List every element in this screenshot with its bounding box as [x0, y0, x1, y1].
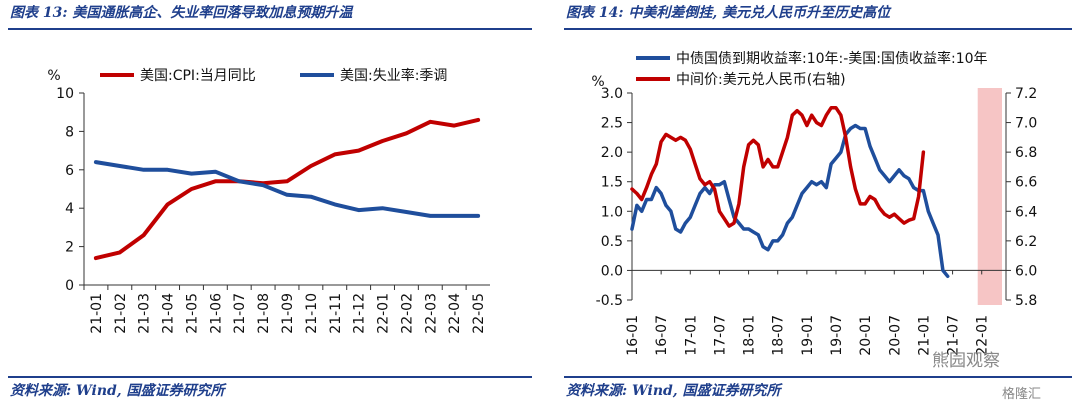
y-right-tick-label: 6.6 [1015, 175, 1037, 191]
y-left-tick-label: -0.5 [596, 293, 623, 309]
legend-label-1: 美国:CPI:当月同比 [140, 68, 256, 84]
x-tick-label: 19-01 [800, 315, 816, 356]
x-tick-label: 21-01 [89, 293, 105, 334]
x-tick-label: 17-07 [712, 315, 728, 356]
series-line-1 [93, 117, 481, 261]
chart-title: 图表 14: 中美利差倒挂, 美元兑人民币升至历史高位 [566, 5, 891, 21]
x-tick-label: 21-05 [184, 293, 200, 334]
x-tick-label: 21-04 [161, 293, 177, 334]
y-left-tick-label: 0.0 [601, 263, 623, 279]
y-left-tick-label: 0.5 [601, 234, 623, 250]
x-tick-label: 19-07 [829, 315, 845, 356]
x-tick-label: 21-01 [916, 315, 932, 356]
x-tick-label: 18-07 [771, 315, 787, 356]
x-tick-label: 21-08 [256, 293, 272, 334]
y-right-tick-label: 7.2 [1015, 86, 1037, 102]
y-left-tick-label: 2.5 [601, 116, 623, 132]
title-rule [564, 28, 1072, 30]
legend-label-1: 中债国债到期收益率:10年:-美国:国债收益率:10年 [676, 50, 988, 67]
x-tick-label: 21-11 [328, 293, 344, 334]
chart-panel-cpi-unemployment: 图表 13: 美国通胀高企、失业率回落导致加息预期升温 % 0 2 4 6 8 10 21-0… [8, 5, 532, 399]
chart-panel-yield-spread-usdcny: 图表 14: 中美利差倒挂, 美元兑人民币升至历史高位 % -0.5 0.0 0.5 1… [556, 0, 1080, 408]
y-right-tick-label: 6.4 [1015, 204, 1037, 220]
source-rule [8, 376, 532, 378]
y-right-tick-label: 6.0 [1015, 263, 1037, 279]
chart-title: 图表 13: 美国通胀高企、失业率回落导致加息预期升温 [10, 5, 353, 21]
x-tick-label: 22-02 [399, 293, 415, 334]
x-tick-label: 18-01 [742, 315, 758, 356]
y-left-tick-label: 1.0 [601, 204, 623, 220]
y-right-tick-label: 5.8 [1015, 293, 1037, 309]
x-tick-label: 20-07 [887, 315, 903, 356]
x-tick-label: 21-07 [946, 315, 962, 356]
x-tick-label: 16-01 [625, 315, 641, 356]
corner-logo-text: 格隆汇 [1002, 387, 1042, 402]
x-tick-label: 22-01 [975, 315, 991, 356]
y-tick-label: 0 [65, 278, 74, 294]
y-tick-label: 2 [65, 240, 74, 256]
y-left-tick-label: 1.5 [601, 175, 623, 191]
y-right-tick-label: 6.8 [1015, 145, 1037, 161]
y-tick-label: 4 [65, 201, 74, 217]
x-tick-label: 22-04 [447, 293, 463, 334]
line-chart-yield-spread-usdcny: % -0.5 0.0 0.5 1.0 1.5 2.0 2.5 3.0 5.8 6.0 6.2 6.4 6.… [591, 50, 1037, 356]
series-line-2 [93, 160, 481, 218]
x-tick-label: 21-10 [304, 293, 320, 334]
x-tick-label: 17-01 [683, 315, 699, 356]
x-tick-label: 21-07 [232, 293, 248, 334]
source-rule [564, 376, 1072, 378]
x-tick-label: 20-01 [858, 315, 874, 356]
y-right-tick-label: 6.2 [1015, 234, 1037, 250]
y-unit-label: % [47, 68, 60, 84]
y-tick-label: 6 [65, 163, 74, 179]
y-tick-label: 10 [56, 86, 74, 102]
x-tick-label: 21-06 [208, 293, 224, 334]
x-tick-label: 21-03 [137, 293, 153, 334]
legend-label-2: 中间价:美元兑人民币(右轴) [676, 72, 846, 88]
y-right-tick-label: 7.0 [1015, 116, 1037, 132]
source-note: 资料来源: Wind, 国盛证券研究所 [566, 383, 781, 399]
legend-label-2: 美国:失业率:季调 [340, 67, 447, 84]
series-line-1 [630, 123, 950, 279]
x-tick-label: 22-01 [376, 293, 392, 334]
x-tick-label: 21-02 [113, 293, 129, 334]
x-tick-label: 16-07 [654, 315, 670, 356]
x-tick-label: 22-05 [471, 293, 487, 334]
y-unit-label: % [591, 74, 604, 90]
x-tick-label: 21-09 [280, 293, 296, 334]
y-left-tick-label: 2.0 [601, 145, 623, 161]
y-tick-label: 8 [65, 124, 74, 140]
x-tick-label: 21-12 [352, 293, 368, 334]
line-chart-cpi-unemployment: % 0 2 4 6 8 10 21-01 21-02 21-03 21-04 21-05 21-06 21… [47, 67, 490, 334]
title-rule [8, 28, 532, 30]
series-line-2 [630, 106, 926, 228]
y-left-tick-label: 3.0 [601, 86, 623, 102]
source-note: 资料来源: Wind, 国盛证券研究所 [10, 383, 225, 399]
x-tick-label: 22-03 [423, 293, 439, 334]
highlight-band [977, 88, 1002, 305]
watermark-text: 熊园观察 [932, 351, 1000, 371]
